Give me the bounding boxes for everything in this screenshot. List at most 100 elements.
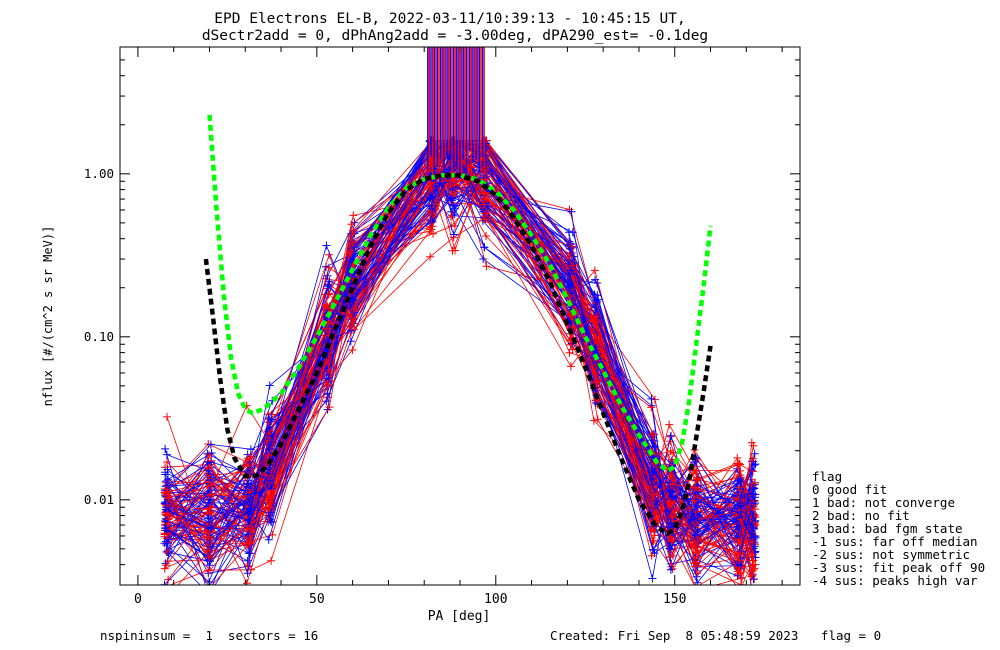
- plus-marker: [161, 517, 170, 525]
- plus-marker: [162, 561, 171, 570]
- plus-marker: [692, 540, 701, 548]
- plus-marker: [733, 491, 742, 500]
- plus-marker: [206, 490, 215, 499]
- plus-marker: [565, 245, 574, 253]
- plus-marker: [647, 403, 656, 412]
- plus-marker: [591, 318, 600, 327]
- plus-marker: [650, 510, 659, 519]
- plus-marker: [733, 461, 742, 470]
- plus-marker: [205, 451, 213, 459]
- plus-marker: [324, 290, 333, 299]
- green-fit-curve: [207, 114, 713, 474]
- plus-marker: [204, 532, 213, 541]
- plus-marker: [690, 483, 699, 492]
- plus-marker: [479, 214, 488, 223]
- plus-marker: [267, 415, 276, 424]
- plus-marker: [266, 489, 275, 498]
- plus-marker: [751, 493, 759, 502]
- plus-marker: [346, 313, 355, 322]
- legend-title: flag: [812, 469, 842, 484]
- plus-marker: [748, 588, 756, 596]
- plus-marker: [164, 493, 173, 502]
- plus-marker: [648, 545, 657, 554]
- plus-marker: [666, 519, 675, 528]
- plus-marker: [164, 515, 173, 524]
- legend-item: -1 sus: far off median: [812, 534, 978, 549]
- plus-marker: [736, 568, 745, 577]
- plus-marker: [163, 509, 172, 517]
- plus-marker: [449, 230, 458, 239]
- plus-marker: [163, 465, 172, 474]
- plus-marker: [593, 415, 602, 424]
- plus-marker: [448, 184, 457, 193]
- plus-marker: [749, 454, 757, 463]
- plus-marker: [245, 549, 254, 558]
- plus-marker: [244, 490, 252, 499]
- plus-marker: [593, 291, 602, 300]
- plus-marker: [264, 503, 273, 512]
- plus-marker: [748, 594, 756, 602]
- red-spin-series-line: [167, 158, 753, 568]
- plus-marker: [647, 394, 656, 403]
- plus-marker: [666, 565, 675, 574]
- plus-marker: [480, 202, 489, 211]
- plus-marker: [425, 222, 434, 231]
- legend-item: 1 bad: not converge: [812, 495, 955, 510]
- plus-marker: [750, 461, 759, 470]
- plus-marker: [733, 549, 742, 558]
- plus-marker: [349, 211, 358, 220]
- plus-marker: [246, 445, 255, 454]
- plus-marker: [347, 220, 356, 229]
- plus-marker: [667, 562, 676, 571]
- x-tick-label: 0: [134, 592, 142, 607]
- plus-marker: [648, 536, 657, 545]
- blue-spin-series-line: [165, 154, 756, 551]
- plus-marker: [264, 535, 273, 544]
- red-spin-series-line: [166, 178, 753, 562]
- plus-marker: [751, 560, 760, 569]
- title-line-1: EPD Electrons EL-B, 2022-03-11/10:39:13 …: [214, 11, 685, 27]
- plus-marker: [736, 561, 745, 570]
- x-tick-label: 150: [663, 592, 686, 607]
- plus-marker: [691, 467, 700, 476]
- plus-marker: [751, 505, 759, 514]
- plus-marker: [667, 431, 675, 440]
- plus-marker: [647, 526, 656, 535]
- plus-marker: [427, 183, 436, 192]
- plus-marker: [162, 537, 170, 546]
- plus-marker: [266, 477, 275, 485]
- plus-marker: [207, 481, 216, 490]
- plus-marker: [666, 497, 675, 506]
- plus-marker: [450, 204, 459, 213]
- plus-marker: [206, 590, 214, 598]
- data-series-layer: [160, 47, 760, 602]
- plus-marker: [666, 446, 675, 455]
- plus-marker: [205, 504, 214, 512]
- y-tick-label: 0.01: [84, 492, 114, 507]
- axes: 0 50 100 150 0.01 0.10 1.00: [84, 46, 800, 607]
- black-fit-curve: [203, 173, 713, 537]
- plus-marker: [648, 502, 657, 511]
- plus-marker: [565, 282, 574, 291]
- plus-marker: [668, 479, 677, 488]
- plus-marker: [324, 374, 333, 383]
- plus-marker: [265, 478, 274, 487]
- plus-marker: [734, 475, 743, 484]
- plus-marker: [205, 518, 213, 527]
- plus-marker: [690, 514, 699, 523]
- legend-item: 3 bad: bad fgm state: [812, 521, 963, 536]
- plus-marker: [244, 517, 253, 525]
- plus-marker: [163, 481, 172, 490]
- plus-marker: [749, 575, 758, 584]
- plus-marker: [161, 470, 170, 479]
- plus-marker: [347, 322, 356, 331]
- plus-marker: [204, 498, 213, 507]
- plus-marker: [648, 574, 657, 583]
- plus-marker: [565, 348, 574, 357]
- plus-marker: [346, 337, 355, 346]
- plus-marker: [163, 495, 172, 504]
- plus-marker: [734, 507, 743, 516]
- plus-marker: [649, 430, 658, 439]
- plus-marker: [267, 438, 276, 447]
